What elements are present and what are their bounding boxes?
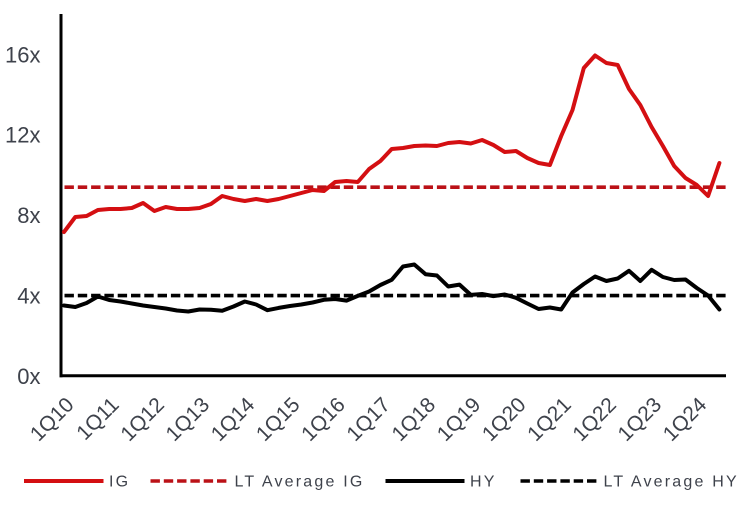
svg-text:0x: 0x bbox=[17, 364, 40, 389]
svg-text:IG: IG bbox=[109, 474, 130, 491]
svg-text:HY: HY bbox=[470, 474, 497, 491]
svg-text:LT Average IG: LT Average IG bbox=[235, 474, 365, 491]
svg-text:LT Average HY: LT Average HY bbox=[604, 474, 739, 491]
svg-text:12x: 12x bbox=[5, 123, 40, 148]
svg-text:16x: 16x bbox=[5, 43, 40, 68]
svg-text:4x: 4x bbox=[17, 284, 40, 309]
svg-text:8x: 8x bbox=[17, 203, 40, 228]
